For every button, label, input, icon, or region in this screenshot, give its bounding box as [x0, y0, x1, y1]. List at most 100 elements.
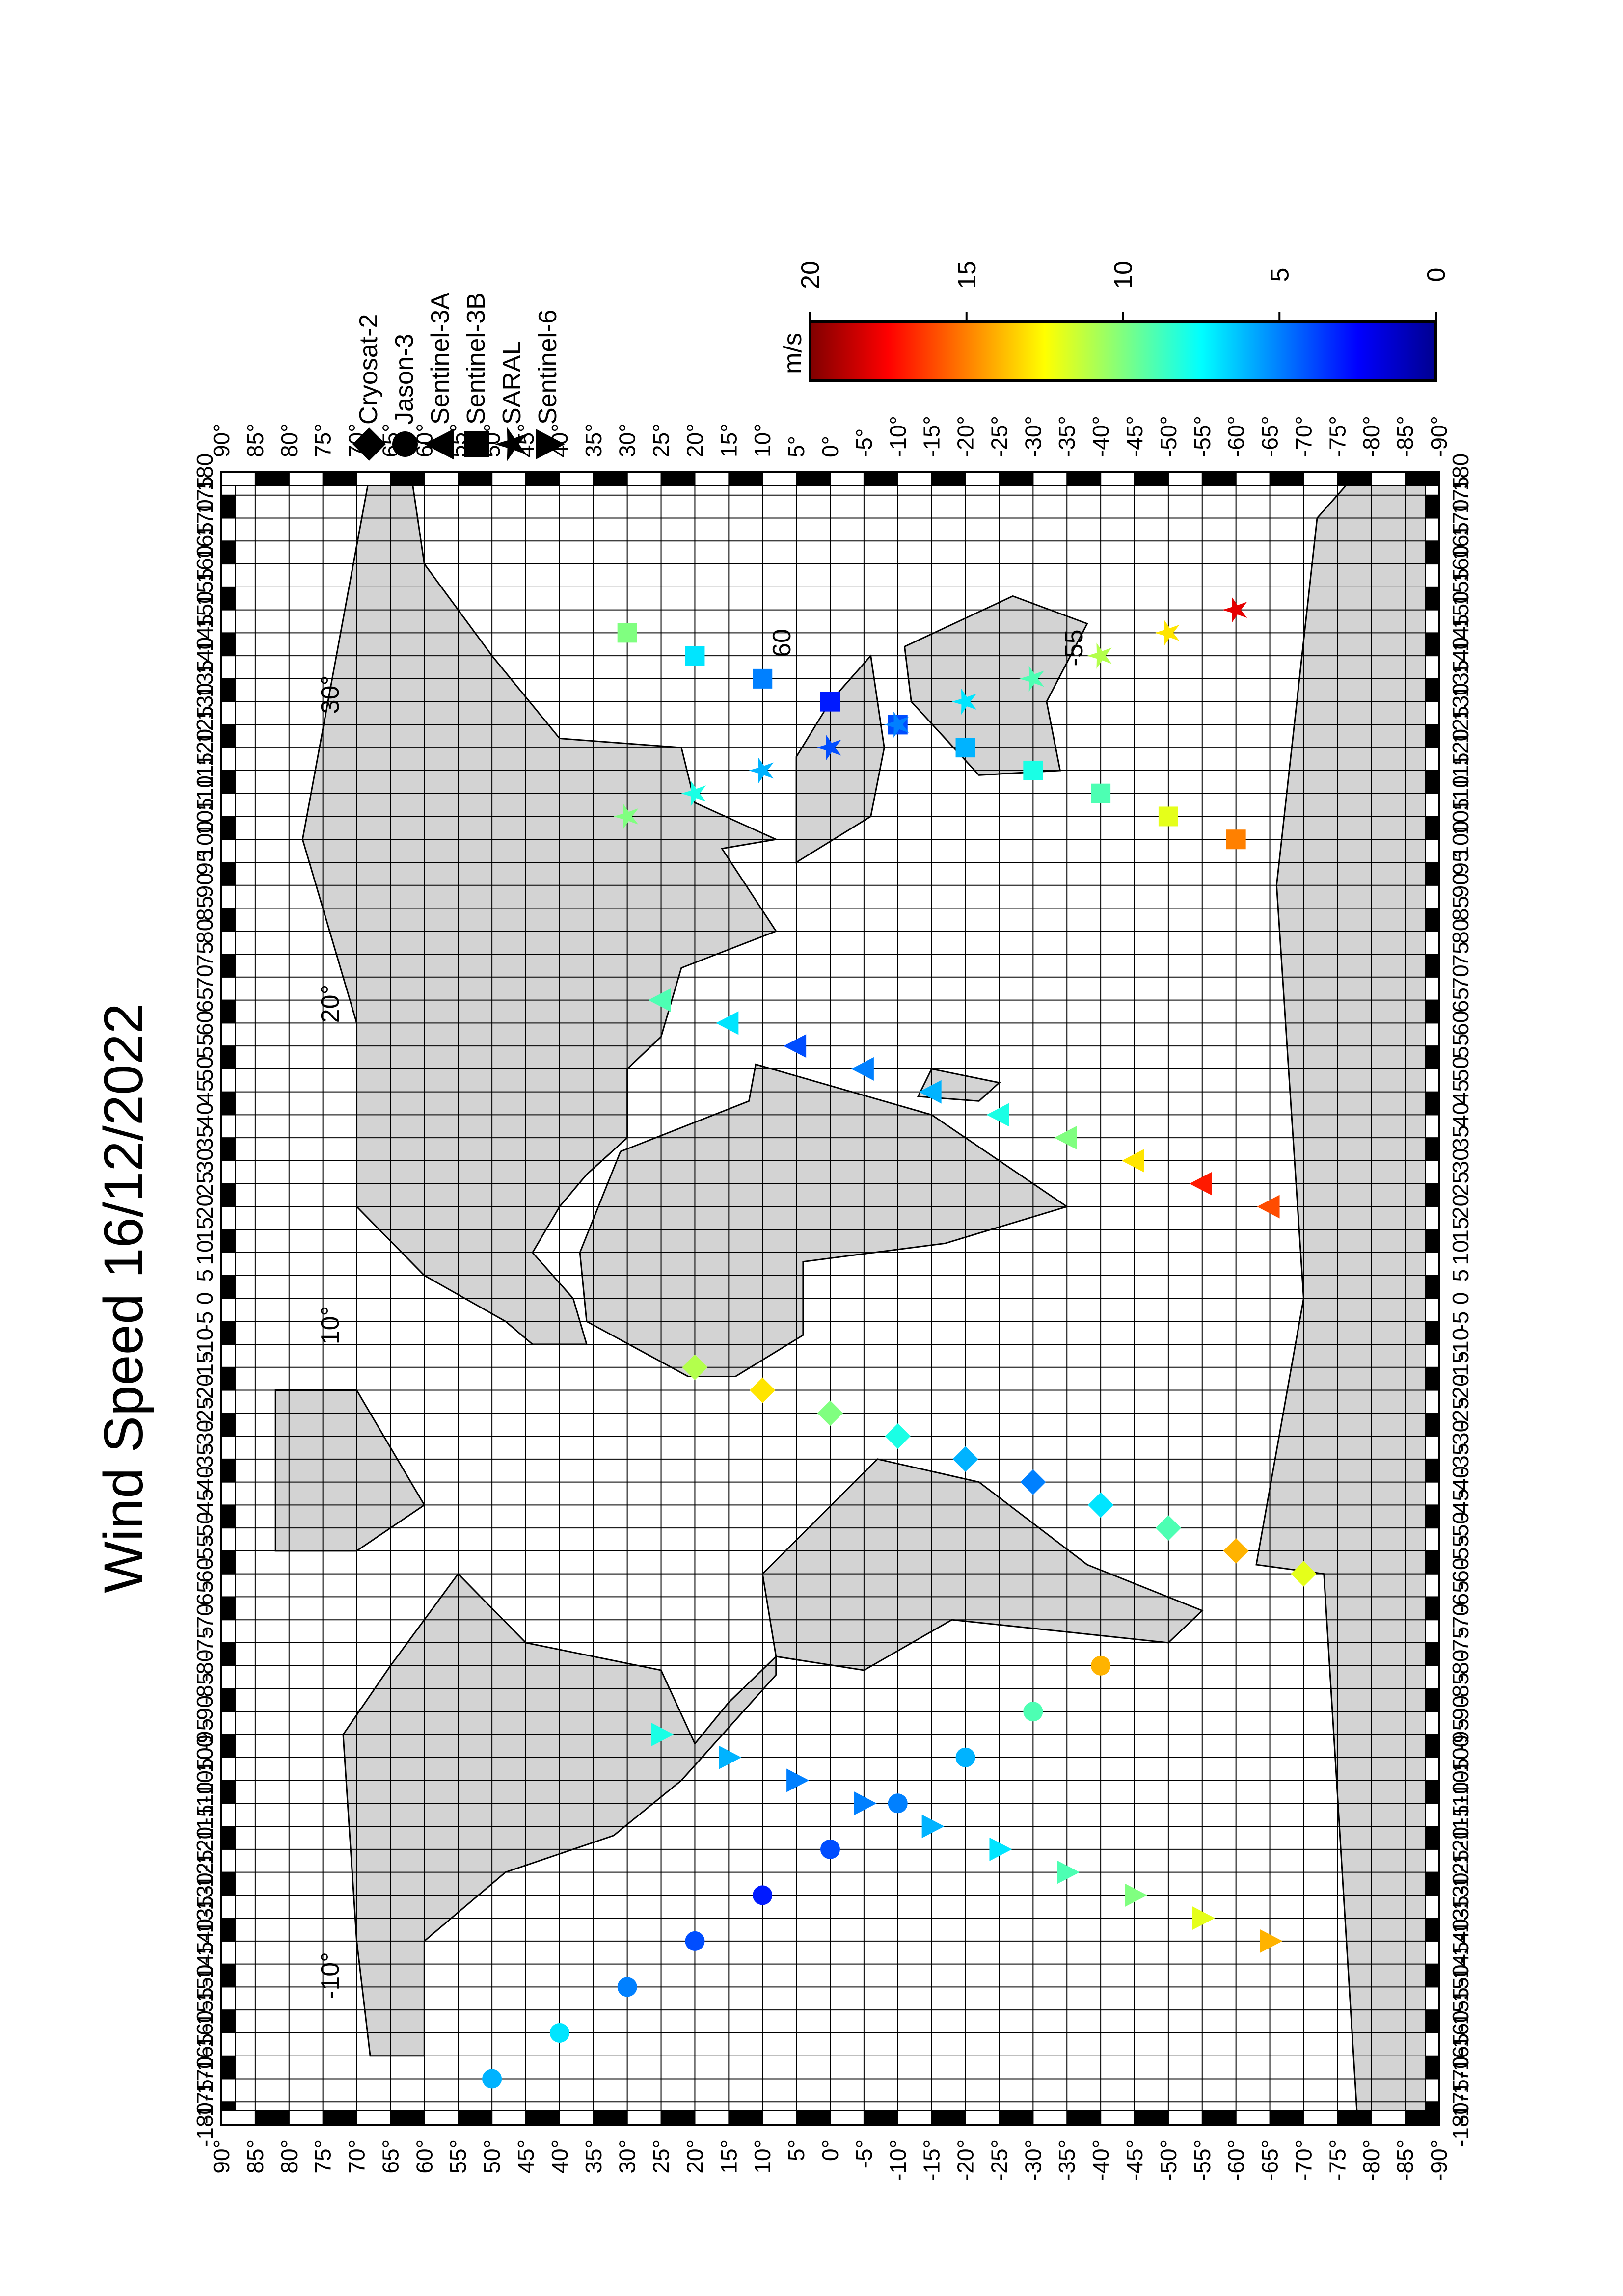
x-tick-label: -85 [192, 1672, 217, 1705]
x-tick-label: 50 [1448, 1056, 1473, 1081]
x-tick-label: -100 [192, 1735, 217, 1780]
frame-tick [1425, 747, 1439, 771]
x-tick-label: 150 [1448, 591, 1473, 629]
x-tick-label: 10 [1448, 1240, 1473, 1265]
y-tick-label: -75° [1325, 416, 1350, 457]
frame-tick [1425, 1045, 1439, 1069]
x-tick-label: 115 [192, 752, 217, 788]
frame-tick [491, 2110, 526, 2125]
frame-tick [1425, 2032, 1439, 2056]
marker [888, 1793, 908, 1814]
x-tick-label: 60 [1448, 1011, 1473, 1036]
frame-tick [1425, 2009, 1439, 2033]
frame-tick [1425, 701, 1439, 725]
y-tick-label: -30° [1020, 416, 1046, 457]
marker [921, 1815, 945, 1839]
x-tick-label: 105 [192, 798, 217, 835]
x-tick-label: -105 [1448, 1758, 1473, 1803]
colorbar-tick-label: 15 [953, 261, 981, 289]
frame-tick [221, 1826, 236, 1850]
frame-tick [1425, 816, 1439, 840]
frame-tick [1425, 1183, 1439, 1207]
frame-tick [1425, 1321, 1439, 1345]
marker [648, 988, 671, 1012]
frame-tick [322, 2110, 357, 2125]
frame-tick [221, 839, 236, 863]
frame-tick [221, 770, 236, 794]
x-tick-label: 120 [1448, 729, 1473, 767]
frame-tick [897, 472, 932, 486]
y-tick-label: 30° [615, 2139, 640, 2174]
frame-tick [1371, 472, 1406, 486]
frame-tick [221, 908, 236, 932]
annotation: 60 [768, 629, 796, 657]
x-tick-label: 115 [1448, 752, 1473, 788]
frame-tick [221, 954, 236, 978]
frame-tick [897, 2110, 932, 2125]
frame-tick [1425, 655, 1439, 679]
x-tick-label: 5 [1448, 1269, 1473, 1282]
legend-label: Sentinel-3A [426, 293, 455, 425]
y-tick-label: 85° [243, 423, 268, 457]
x-tick-label: -40 [192, 1466, 217, 1498]
frame-tick [1425, 1826, 1439, 1850]
y-tick-label: -55° [1190, 2139, 1215, 2181]
frame-tick [221, 1458, 236, 1483]
y-tick-label: 80° [276, 2139, 302, 2174]
frame-tick [221, 747, 236, 771]
frame-tick [1425, 1275, 1439, 1299]
marker [989, 1837, 1012, 1861]
marker [716, 1011, 739, 1035]
x-tick-label: -150 [192, 1964, 217, 2009]
y-tick-label: 45° [513, 2139, 539, 2174]
frame-tick [1425, 1711, 1439, 1735]
x-tick-label: -65 [1448, 1580, 1473, 1613]
marker [1019, 666, 1044, 692]
marker [424, 428, 454, 460]
frame-tick [424, 2110, 459, 2125]
frame-tick [1425, 999, 1439, 1024]
frame-tick [728, 2110, 763, 2125]
x-tick-label: 90 [1448, 873, 1473, 898]
x-tick-label: 140 [192, 637, 217, 675]
frame-tick [525, 472, 560, 486]
frame-tick [288, 472, 324, 486]
x-tick-label: -155 [192, 1987, 217, 2032]
frame-tick [1425, 1642, 1439, 1666]
marker [1222, 596, 1247, 623]
y-tick-label: 0° [817, 436, 843, 457]
marker [1291, 1561, 1317, 1587]
frame-tick [999, 472, 1034, 486]
frame-tick [1425, 1803, 1439, 1827]
x-tick-label: 65 [1448, 988, 1473, 1013]
x-tick-label: -90 [192, 1695, 217, 1728]
y-tick-label: -40° [1088, 416, 1113, 457]
frame-tick [1425, 517, 1439, 542]
marker [786, 1768, 810, 1792]
y-tick-label: 50° [479, 2139, 505, 2174]
frame-tick [221, 793, 236, 817]
y-tick-label: -15° [919, 2139, 945, 2181]
frame-tick [1425, 1160, 1439, 1184]
frame-tick [221, 1803, 236, 1827]
marker [1020, 1469, 1046, 1495]
y-tick-label: -65° [1257, 2139, 1283, 2181]
x-tick-label: 125 [1448, 706, 1473, 744]
frame-tick [593, 472, 628, 486]
frame-tick [1167, 2110, 1203, 2125]
x-tick-label: -95 [192, 1718, 217, 1751]
x-tick-label: 55 [1448, 1034, 1473, 1059]
marker [753, 1885, 773, 1905]
x-tick-label: 110 [192, 775, 217, 811]
frame-tick [221, 861, 236, 886]
y-tick-label: -50° [1156, 2139, 1181, 2181]
x-tick-label: -30 [192, 1420, 217, 1452]
x-tick-label: -175 [1448, 2079, 1473, 2124]
marker [1257, 1195, 1280, 1219]
marker [1154, 619, 1180, 646]
x-tick-label: 125 [192, 706, 217, 744]
y-tick-label: 30° [615, 423, 640, 457]
frame-tick [1425, 1389, 1439, 1414]
frame-tick [931, 2110, 966, 2125]
frame-tick [796, 472, 831, 486]
